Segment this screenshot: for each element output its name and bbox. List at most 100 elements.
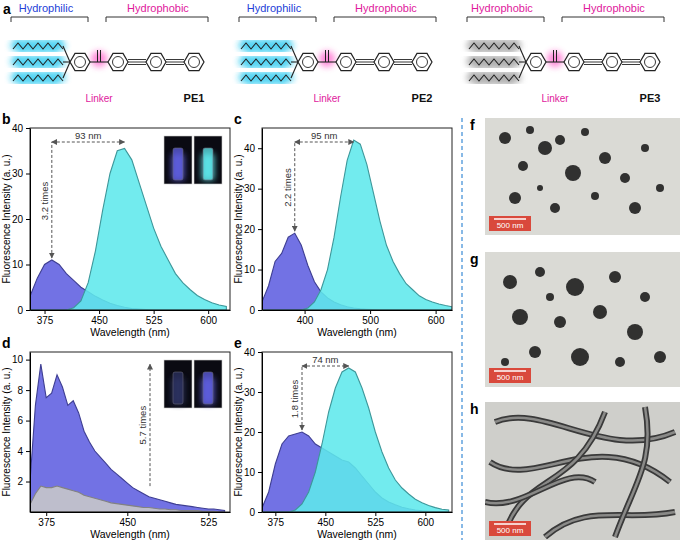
- tick: 375: [38, 512, 55, 528]
- nanoparticle: [529, 346, 541, 358]
- ratio-label: 3.2 times: [39, 181, 50, 220]
- tail-glow: [108, 54, 206, 70]
- chart: 40050060001020304095 nm2.2 times: [244, 128, 453, 326]
- nanofiber: [485, 477, 595, 503]
- scale-bar-box: [489, 216, 531, 231]
- tick-mark: [325, 512, 326, 516]
- y-axis-title: Fluorescence Intensity (a. u.): [1, 155, 12, 284]
- nanoparticle: [546, 293, 554, 301]
- triple-bond: [394, 59, 412, 60]
- tick-mark: [258, 189, 262, 190]
- linker-glow: [91, 51, 107, 67]
- nanoparticle: [550, 203, 560, 213]
- triple-bond: [394, 64, 412, 65]
- alkyl-chain: [13, 75, 63, 81]
- benzene-ring: [640, 53, 660, 70]
- nanoparticle: [566, 278, 584, 296]
- benzene-ring: [374, 53, 394, 70]
- nanoparticle: [591, 192, 599, 200]
- inset-photo: [164, 136, 222, 184]
- nanoparticle: [640, 292, 650, 302]
- tick: 30: [12, 168, 30, 179]
- bond: [291, 61, 298, 62]
- tail-glow: [564, 54, 662, 70]
- ring-bond: [379, 57, 390, 68]
- scale-bar-box: [489, 521, 531, 536]
- ratio-label: 2.2 times: [282, 168, 293, 207]
- nanoparticle: [581, 128, 589, 136]
- tick-mark: [154, 310, 155, 314]
- bond: [63, 61, 70, 62]
- alkyl-chain: [469, 43, 519, 49]
- alkyl-chain: [241, 43, 291, 49]
- micrograph-background: [485, 402, 680, 540]
- linker-label: Linker: [541, 93, 569, 104]
- tick: 0: [249, 305, 262, 316]
- benzene-ring: [526, 53, 546, 70]
- tick-label: 450: [119, 517, 136, 528]
- alkyl-chain: [469, 75, 519, 81]
- y-axis: 010203040: [12, 123, 31, 316]
- tick-mark: [258, 310, 262, 311]
- tick-mark: [26, 390, 30, 391]
- tick: 375: [37, 310, 54, 326]
- x-axis-title: Wavelength (nm): [317, 326, 397, 338]
- tick: 10: [12, 259, 30, 270]
- plot-area: [262, 368, 449, 512]
- carbonyl-bond: [325, 50, 326, 62]
- tick: 10: [244, 264, 262, 275]
- axis-line: [31, 310, 231, 311]
- nanoparticle: [656, 184, 664, 192]
- axis-line: [263, 310, 453, 311]
- alkyl-chain: [13, 43, 63, 49]
- micrograph: 500 nm: [485, 118, 680, 235]
- molecule: HydrophilicHydrophobicLinkerPE1: [11, 2, 208, 104]
- alkyl-chain: [241, 75, 291, 81]
- tick-label: 30: [244, 387, 256, 398]
- x-axis: 375450525: [31, 512, 231, 528]
- tick-label: 6: [17, 415, 23, 426]
- head-label: Hydrophilic: [247, 2, 302, 14]
- panel-label: b: [2, 111, 11, 127]
- scale-bar: [494, 523, 526, 525]
- tick-label: 20: [12, 214, 24, 225]
- molecule: HydrophobicHydrophobicLinkerPE3: [467, 2, 664, 104]
- linker-label: Linker: [85, 93, 113, 104]
- tail-label: Hydrophobic: [583, 2, 645, 14]
- ring-bond: [113, 57, 124, 68]
- nanofiber: [545, 512, 675, 537]
- vial: [173, 148, 183, 180]
- tick: 600: [428, 310, 445, 326]
- nanoparticle: [627, 324, 643, 340]
- tick: 400: [297, 310, 314, 326]
- bond: [519, 62, 526, 78]
- tick-mark: [208, 310, 209, 314]
- photo-frame: [164, 360, 192, 408]
- ratio-label: 1.8 times: [289, 379, 300, 418]
- tick: 10: [244, 467, 262, 478]
- shift-arrow: [52, 142, 125, 143]
- tick-label: 525: [146, 315, 163, 326]
- x-axis: 375450525600: [263, 512, 453, 528]
- tick-mark: [127, 512, 128, 516]
- photo-frame: [194, 136, 222, 184]
- triple-bond: [128, 59, 146, 60]
- head-label: Hydrophilic: [19, 2, 74, 14]
- vial: [173, 372, 183, 404]
- tick-mark: [258, 392, 262, 393]
- tick-mark: [26, 310, 30, 311]
- bond: [63, 46, 70, 62]
- vial: [203, 148, 213, 180]
- axis-line: [262, 353, 263, 513]
- plot-area: [262, 140, 452, 310]
- bracket: [239, 17, 316, 22]
- bracket: [106, 17, 208, 22]
- tick: 40: [244, 347, 262, 358]
- tick-mark: [26, 128, 30, 129]
- tick: 600: [200, 310, 217, 326]
- benzene-ring: [298, 53, 318, 70]
- chain-glow: [469, 43, 519, 49]
- ring-bond: [303, 57, 314, 68]
- tick: 500: [362, 310, 379, 326]
- linker-bond: [318, 61, 336, 62]
